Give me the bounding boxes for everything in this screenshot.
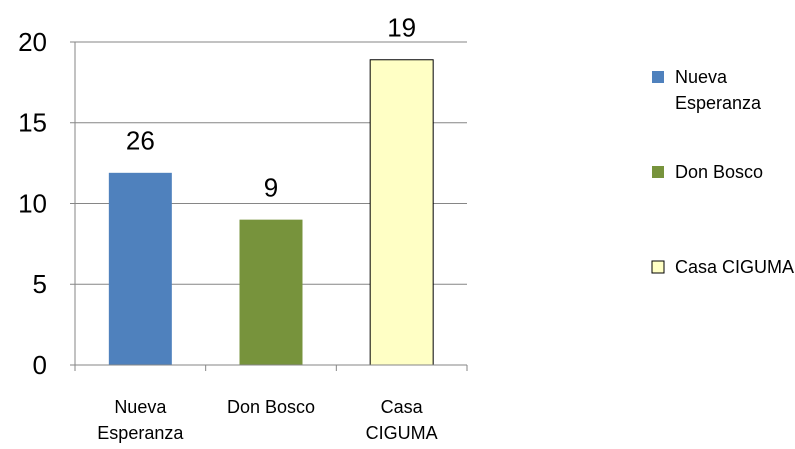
data-label: 9	[264, 173, 278, 203]
legend-swatch	[652, 71, 664, 83]
legend-label: Nueva Esperanza	[675, 67, 762, 113]
bar	[369, 59, 434, 366]
y-tick-label: 10	[18, 188, 47, 218]
x-tick-label: Don Bosco	[226, 397, 316, 417]
bar	[239, 219, 303, 365]
y-tick-label: 5	[33, 269, 47, 299]
x-tick-label: Nueva Esperanza	[97, 397, 184, 443]
legend-label: Casa CIGUMA	[675, 257, 795, 277]
legend-swatch	[651, 260, 665, 274]
y-tick-label: 20	[18, 27, 47, 57]
legend-swatch	[652, 166, 664, 178]
y-tick-label: 15	[18, 108, 47, 138]
legend-label: Don Bosco	[675, 162, 764, 182]
y-tick-label: 0	[33, 350, 47, 380]
bar	[108, 172, 172, 365]
x-tick-label: Casa CIGUMA	[365, 397, 438, 443]
data-label: 19	[387, 13, 416, 43]
data-label: 26	[126, 126, 155, 156]
